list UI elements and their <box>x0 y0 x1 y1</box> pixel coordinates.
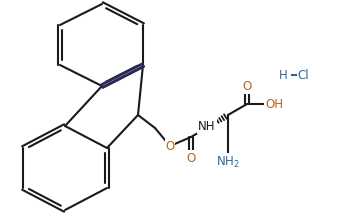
Text: OH: OH <box>265 97 283 111</box>
Text: NH: NH <box>198 119 216 133</box>
Text: O: O <box>187 151 196 165</box>
Text: Cl: Cl <box>297 69 309 81</box>
Text: O: O <box>242 79 252 93</box>
Text: H: H <box>279 69 287 81</box>
Text: NH$_2$: NH$_2$ <box>216 155 240 170</box>
Text: O: O <box>166 139 175 153</box>
